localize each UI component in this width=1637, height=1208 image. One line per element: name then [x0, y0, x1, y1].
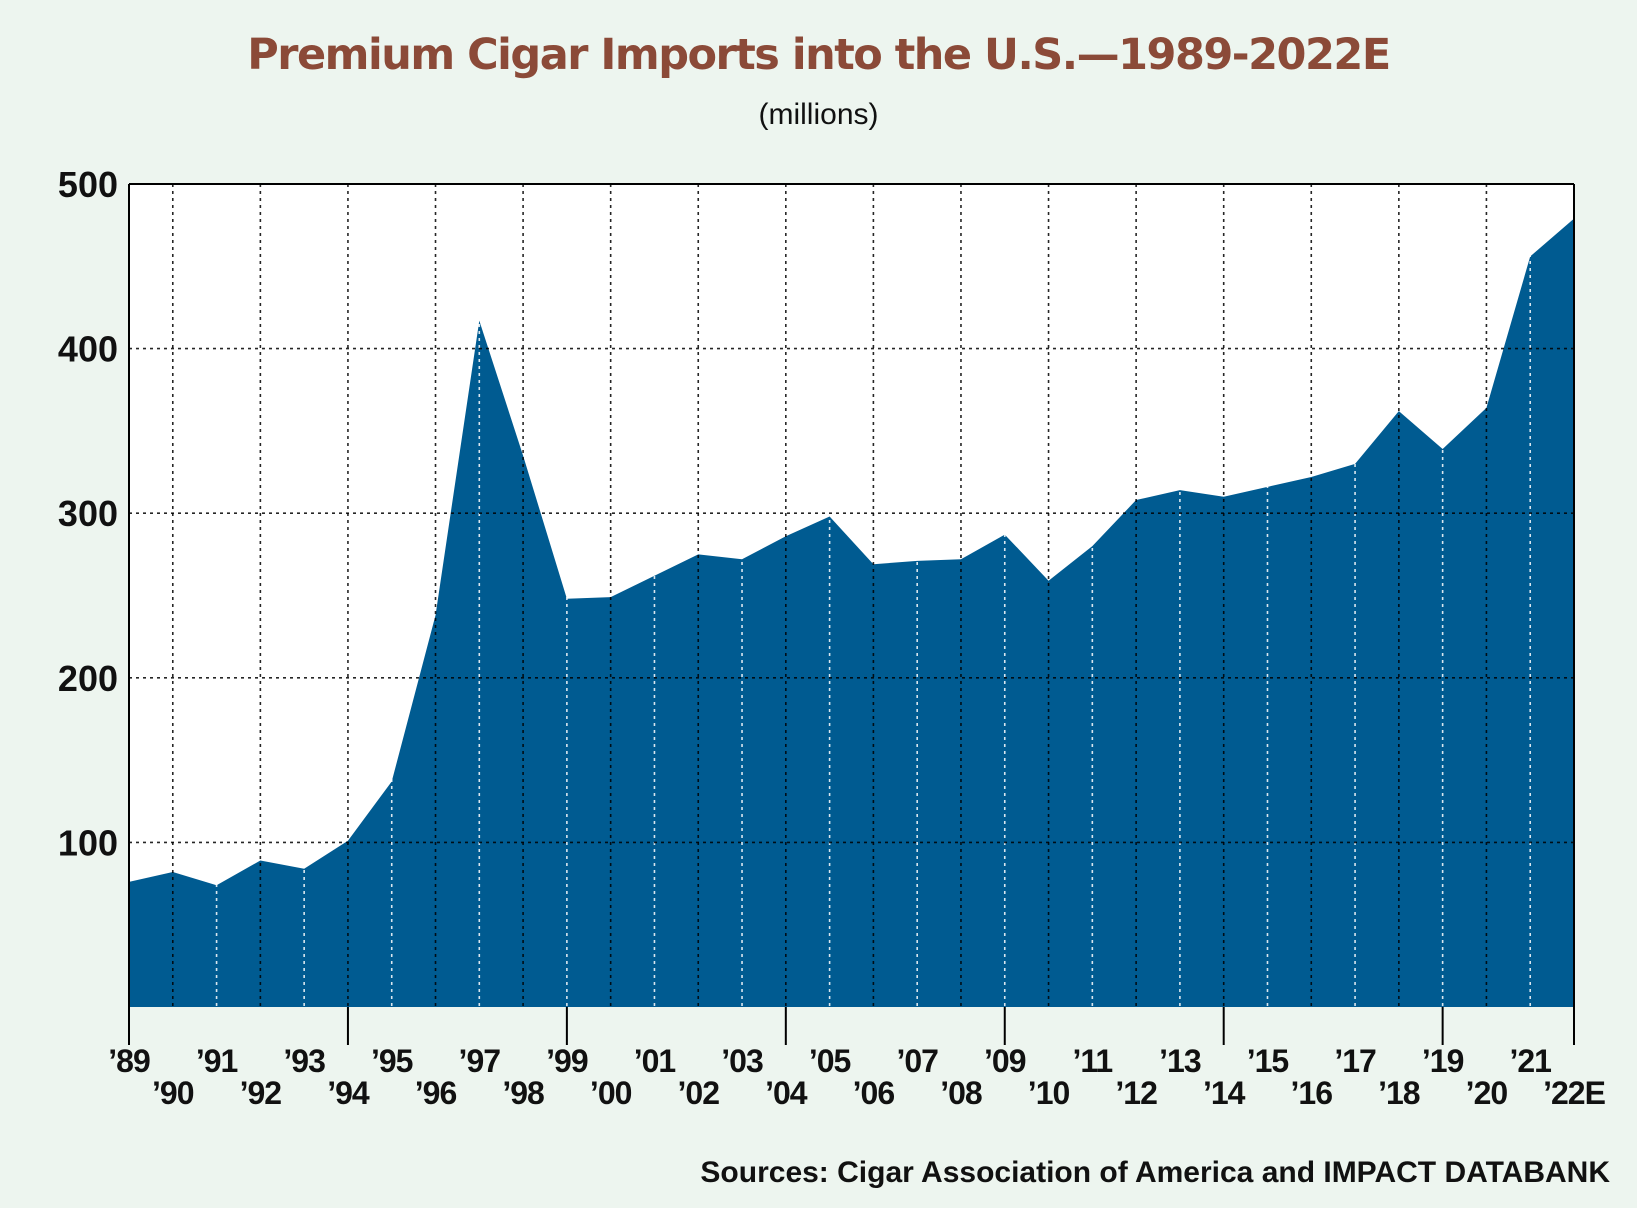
- y-tick-label: 300: [58, 493, 118, 534]
- x-tick-label: ’19: [1422, 1043, 1464, 1079]
- x-tick-label: ’21: [1509, 1043, 1551, 1079]
- x-tick-label: ’89: [108, 1043, 150, 1079]
- x-tick-label: ’98: [502, 1075, 544, 1111]
- x-tick-label: ’10: [1028, 1075, 1070, 1111]
- data-point: [521, 454, 525, 458]
- x-tick-label: ’13: [1159, 1043, 1201, 1079]
- x-tick-label: ’08: [940, 1075, 982, 1111]
- y-tick-label: 500: [58, 164, 118, 205]
- x-tick-label: ’90: [152, 1075, 194, 1111]
- x-tick-label: ’18: [1378, 1075, 1420, 1111]
- x-tick-label: ’01: [634, 1043, 676, 1079]
- x-tick-label: ’11: [1072, 1043, 1112, 1079]
- x-tick-label: ’94: [327, 1075, 370, 1111]
- data-area: [129, 218, 1574, 1007]
- x-tick-label: ’00: [590, 1075, 632, 1111]
- x-tick-label: ’15: [1247, 1043, 1289, 1079]
- x-tick-label: ’20: [1466, 1075, 1508, 1111]
- x-tick-label: ’95: [371, 1043, 413, 1079]
- x-tick-label: ’02: [678, 1075, 720, 1111]
- data-point: [1047, 579, 1051, 583]
- x-tick-label: ’92: [240, 1075, 282, 1111]
- y-tick-label: 100: [58, 822, 118, 863]
- y-tick-label: 400: [58, 329, 118, 370]
- x-tick-label: ’05: [809, 1043, 851, 1079]
- x-tick-label: ’14: [1203, 1075, 1246, 1111]
- y-tick-label: 200: [58, 658, 118, 699]
- chart-title: Premium Cigar Imports into the U.S.—1989…: [247, 30, 1391, 80]
- data-point: [1222, 495, 1226, 499]
- x-tick-label: ’09: [984, 1043, 1026, 1079]
- x-tick-label: ’97: [459, 1043, 501, 1079]
- data-point: [1178, 488, 1182, 492]
- x-tick-label: ’04: [765, 1075, 808, 1111]
- x-tick-label: ’07: [896, 1043, 938, 1079]
- x-tick-label: ’06: [853, 1075, 895, 1111]
- x-tick-label: ’96: [415, 1075, 457, 1111]
- x-tick-label: ’93: [283, 1043, 325, 1079]
- data-point: [258, 859, 262, 863]
- x-tick-label: ’16: [1291, 1075, 1333, 1111]
- x-tick-label: ’12: [1115, 1075, 1157, 1111]
- data-point: [1090, 544, 1094, 548]
- x-tick-label: ’99: [546, 1043, 588, 1079]
- source-note: Sources: Cigar Association of America an…: [700, 1156, 1610, 1189]
- x-tick-label: ’22E: [1543, 1075, 1605, 1111]
- x-tick-label: ’17: [1334, 1043, 1376, 1079]
- x-tick-label: ’03: [721, 1043, 763, 1079]
- chart-subtitle: (millions): [758, 98, 879, 131]
- x-tick-label: ’91: [196, 1043, 238, 1079]
